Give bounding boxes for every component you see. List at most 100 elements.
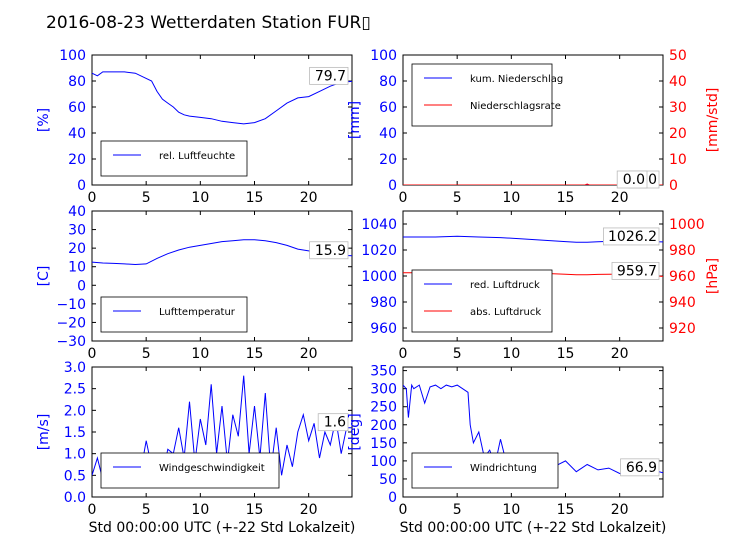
y-axis-label: [%] <box>36 108 52 132</box>
series-line-0 <box>92 71 352 125</box>
y-tick-label: 1020 <box>361 243 397 259</box>
last-value-label-2: 0.0 <box>623 172 645 188</box>
panel-precipitation: 0 5 10 15 20 0 20 40 60 80 100 0 10 20 30 40 50 [mm] [mm/s… <box>347 48 721 206</box>
last-value-box <box>620 458 660 477</box>
panel-pressure: 0 5 10 15 20 960 980 1000 1020 1040 920 940 960 980 10… <box>361 210 721 362</box>
y2-tick-label: 0 <box>669 178 678 194</box>
x-tick-label: 0 <box>88 346 97 362</box>
x-tick-label: 5 <box>142 346 151 362</box>
y-tick-label: 300 <box>370 382 397 398</box>
x-tick-label: 10 <box>502 190 520 206</box>
y2-tick-label: 10 <box>669 152 687 168</box>
legend-box <box>411 269 553 333</box>
y-tick-label: 50 <box>379 472 397 488</box>
y-tick-label: 100 <box>370 454 397 470</box>
legend-box <box>411 452 559 489</box>
last-value-box-2 <box>616 170 648 189</box>
y-axis-label: [C] <box>36 266 52 287</box>
y-tick-label: 30 <box>68 223 86 239</box>
last-value-box <box>309 241 349 260</box>
x-tick-label: 10 <box>191 346 209 362</box>
y-tick-label: 980 <box>370 295 397 311</box>
legend-label: Windrichtung <box>470 463 537 474</box>
y2-tick-label: 50 <box>669 48 687 64</box>
y-tick-label: 40 <box>68 204 86 220</box>
x-tick-label: 20 <box>300 190 318 206</box>
x-tick-label: 5 <box>453 346 462 362</box>
y-tick-label: 20 <box>68 241 86 257</box>
y-tick-label: 0 <box>77 278 86 294</box>
x-tick-label: 5 <box>453 190 462 206</box>
legend-box <box>100 452 280 489</box>
y-tick-label: 40 <box>68 126 86 142</box>
y-tick-label: 1040 <box>361 217 397 233</box>
x-tick-label: 15 <box>557 502 575 518</box>
x-tick-label: 15 <box>557 346 575 362</box>
y-axis-label: [mm] <box>347 101 363 139</box>
last-value-label: 79.7 <box>315 68 346 84</box>
y-axis-label: [m/s] <box>36 414 52 451</box>
y-tick-label: 960 <box>370 321 397 337</box>
y-tick-label: 60 <box>379 100 397 116</box>
y2-axis-label: [hPa] <box>705 258 721 294</box>
y-tick-label: 250 <box>370 400 397 416</box>
y-tick-label: 1.0 <box>64 447 86 463</box>
legend-label: rel. Luftfeuchte <box>159 151 235 162</box>
y-tick-label: 100 <box>59 48 86 64</box>
y-tick-label: 80 <box>68 74 86 90</box>
series-line-0 <box>92 239 352 266</box>
y2-tick-label: 960 <box>669 269 696 285</box>
panel-humidity: 0 5 10 15 20 0 20 40 60 80 100 [%] 79.7 rel. Luftfeuc… <box>36 48 353 206</box>
y-tick-label: 1.5 <box>64 425 86 441</box>
x-tick-label: 20 <box>300 346 318 362</box>
x-axis-label: Std 00:00:00 UTC (+-22 Std Lokalzeit) <box>400 520 667 536</box>
x-tick-label: 10 <box>191 502 209 518</box>
x-tick-label: 20 <box>611 346 629 362</box>
y2-tick-label: 940 <box>669 295 696 311</box>
x-tick-label: 0 <box>88 502 97 518</box>
y2-tick-label: 40 <box>669 74 687 90</box>
last-value-label-2: 959.7 <box>617 263 657 279</box>
x-tick-label: 20 <box>611 190 629 206</box>
last-value-box <box>603 227 660 246</box>
y-tick-label: −30 <box>56 334 86 350</box>
figure-title: 2016-08-23 Wetterdaten Station FUR▯ <box>46 13 371 33</box>
y-tick-label: 200 <box>370 418 397 434</box>
legend-box <box>100 296 248 333</box>
y-tick-label: 0 <box>388 178 397 194</box>
legend-label: abs. Luftdruck <box>470 307 541 318</box>
x-tick-label: 15 <box>557 190 575 206</box>
y-axis-label: [deg] <box>347 413 363 450</box>
last-value-label: 66.9 <box>626 460 657 476</box>
series-line-1 <box>403 183 663 185</box>
x-tick-label: 5 <box>453 502 462 518</box>
y2-axis-label: [mm/std] <box>705 88 721 153</box>
x-tick-label: 0 <box>399 190 408 206</box>
y-tick-label: 60 <box>68 100 86 116</box>
y2-tick-label: 30 <box>669 100 687 116</box>
legend-box <box>100 140 248 177</box>
y-tick-label: 0 <box>77 178 86 194</box>
y-tick-label: −10 <box>56 297 86 313</box>
x-tick-label: 20 <box>611 502 629 518</box>
legend-label: Lufttemperatur <box>159 307 236 318</box>
x-tick-label: 10 <box>502 346 520 362</box>
y-tick-label: 80 <box>379 74 397 90</box>
y-tick-label: 1000 <box>361 269 397 285</box>
panel-temperature: 0 5 10 15 20 −30 −20 −10 0 10 20 30 40 [C] 15.9 Lufttem… <box>36 204 353 362</box>
x-tick-label: 20 <box>300 502 318 518</box>
y-tick-label: 0.5 <box>64 468 86 484</box>
last-value-box <box>317 413 349 432</box>
last-value-box-2 <box>611 261 660 280</box>
x-tick-label: 0 <box>399 346 408 362</box>
x-tick-label: 15 <box>246 190 264 206</box>
y-tick-label: 3.0 <box>64 360 86 376</box>
y2-tick-label: 1000 <box>669 217 705 233</box>
y-tick-label: 0.0 <box>64 490 86 506</box>
y-tick-label: 2.5 <box>64 382 86 398</box>
y-tick-label: 40 <box>379 126 397 142</box>
y-tick-label: 2.0 <box>64 403 86 419</box>
x-tick-label: 15 <box>246 346 264 362</box>
